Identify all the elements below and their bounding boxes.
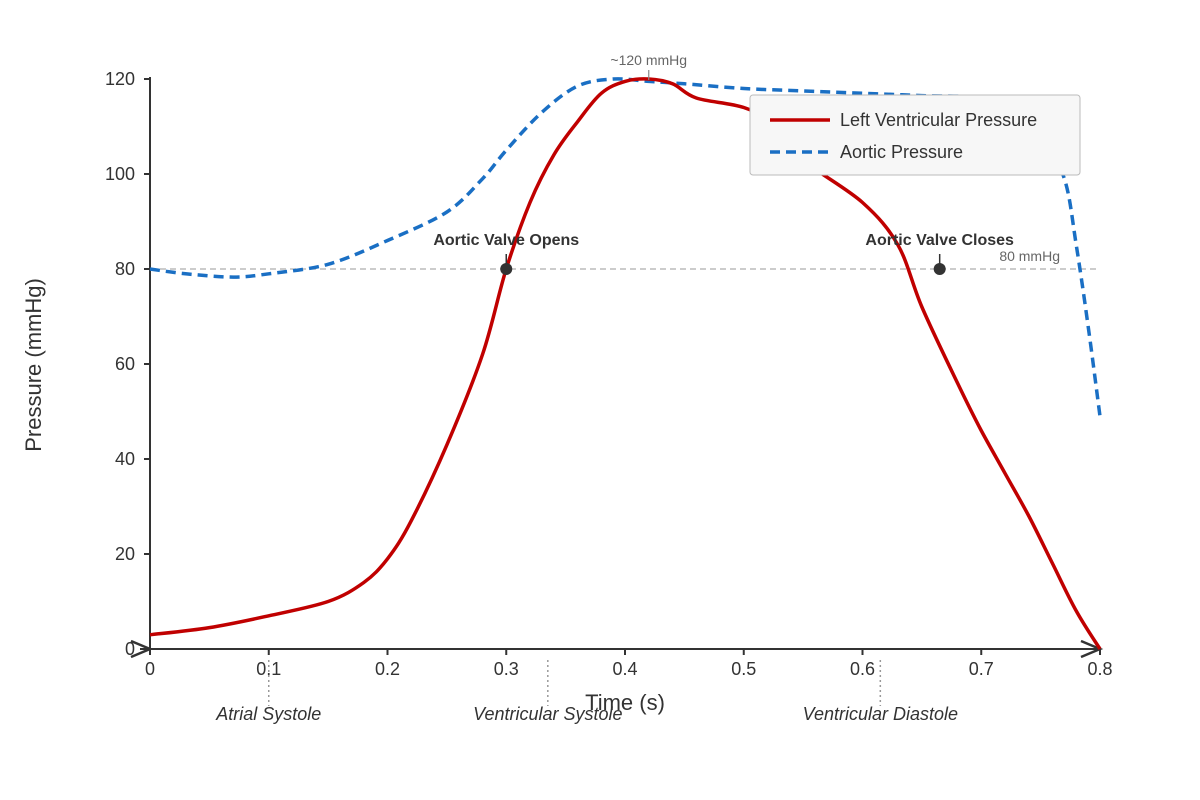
legend: Left Ventricular Pressure Aortic Pressure [749,94,1081,176]
aortic-valve-opens-label: Aortic Valve Opens [433,232,579,249]
x-tick-label: 0.6 [850,659,875,679]
y-tick-label: 80 [115,259,135,279]
reference-line-label: 80 mmHg [999,248,1060,264]
x-tick-label: 0.3 [494,659,519,679]
aortic-valve-closes-marker [933,263,946,275]
y-tick-label: 20 [115,544,135,564]
phase-label: Atrial Systole [215,704,321,724]
y-tick-label: 100 [105,164,135,184]
x-tick-label: 0 [145,659,155,679]
legend-entry-label: Left Ventricular Pressure [840,110,1037,130]
x-tick-label: 0.5 [731,659,756,679]
aortic-valve-closes-label: Aortic Valve Closes [865,232,1014,249]
x-tick-label: 0.7 [969,659,994,679]
legend-box [749,94,1081,176]
y-tick-label: 40 [115,449,135,469]
y-tick-label: 60 [115,354,135,374]
y-axis-title: Pressure (mmHg) [21,278,46,452]
x-axis-title: Time (s) [585,690,665,715]
phase-label: Ventricular Diastole [803,704,958,724]
x-tick-label: 0.2 [375,659,400,679]
y-tick-label: 120 [105,69,135,89]
y-tick-label: 0 [125,639,135,659]
phase-label: Ventricular Systole [473,704,622,724]
legend-entry-label: Aortic Pressure [840,142,963,162]
x-tick-label: 0.1 [256,659,281,679]
x-tick-label: 0.4 [612,659,637,679]
series-line-left-ventricular-pressure [149,77,1102,650]
x-tick-label: 0.8 [1087,659,1112,679]
peak-pressure-label: ~120 mmHg [610,52,687,68]
aortic-valve-opens-marker [500,263,513,275]
